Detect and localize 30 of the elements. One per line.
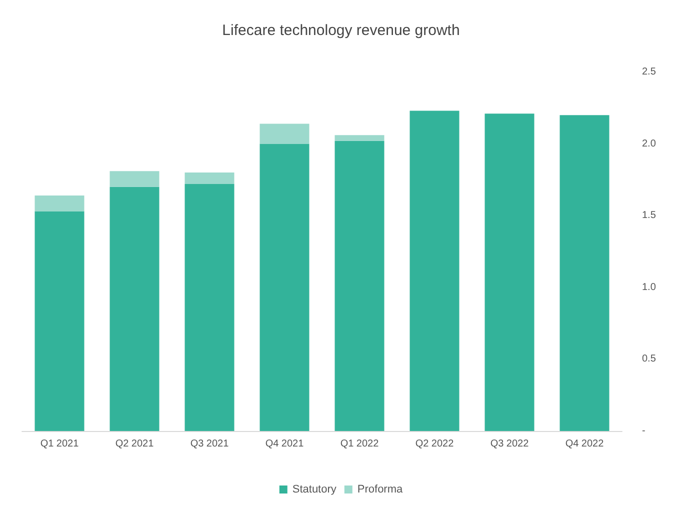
- y-tick-label: 0.5: [642, 354, 656, 365]
- bar: [184, 172, 234, 184]
- y-tick-label: 2.0: [642, 138, 656, 150]
- bar: [110, 186, 160, 431]
- x-tick-label: Q2 2022: [415, 438, 454, 450]
- bar: [34, 195, 84, 212]
- bar: [184, 184, 234, 431]
- y-tick-label: 1.0: [642, 282, 656, 293]
- bar: [334, 135, 384, 141]
- x-tick-label: Q3 2021: [190, 438, 230, 450]
- bar: [410, 110, 460, 431]
- x-tick-label: Q1 2022: [340, 438, 380, 450]
- bar: [110, 171, 160, 187]
- y-tick-label: 2.5: [642, 66, 656, 78]
- legend-label: Proforma: [357, 484, 404, 496]
- bar: [484, 114, 534, 431]
- bar: [334, 140, 384, 431]
- chart-title: Lifecare technology revenue growth: [222, 22, 460, 39]
- bar: [34, 211, 84, 431]
- y-tick-label: 1.5: [642, 210, 656, 222]
- y-tick-label: -: [642, 426, 646, 436]
- bar: [260, 144, 310, 431]
- x-tick-label: Q1 2021: [40, 438, 80, 450]
- bar: [560, 115, 610, 431]
- legend-label: Statutory: [292, 484, 337, 496]
- x-tick-label: Q4 2021: [265, 438, 304, 450]
- x-tick-label: Q4 2022: [565, 438, 604, 450]
- bar: [260, 124, 310, 144]
- x-tick-label: Q3 2022: [490, 438, 530, 450]
- x-tick-label: Q2 2021: [115, 438, 154, 450]
